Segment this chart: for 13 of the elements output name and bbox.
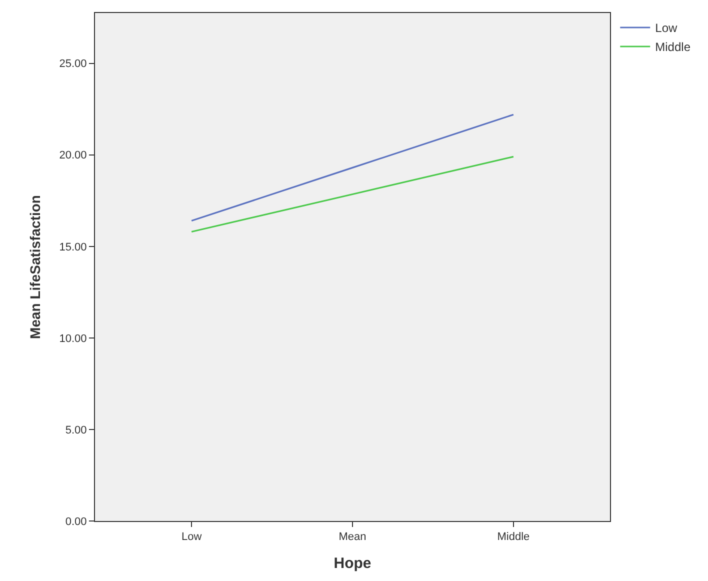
y-tick-label: 20.00: [59, 150, 87, 162]
y-tick-label: 25.00: [59, 58, 87, 70]
x-tick-label: Mean: [338, 531, 366, 544]
x-tick-label: Low: [181, 531, 202, 544]
legend-label: Low: [655, 21, 678, 36]
x-tick-label: Middle: [497, 531, 530, 544]
y-tick-label: 10.00: [59, 332, 87, 345]
y-tick-label: 5.00: [65, 424, 87, 436]
y-axis-title: Mean LifeSatisfaction: [26, 195, 43, 339]
x-axis-title: Hope: [334, 555, 372, 572]
y-tick-label: 0.00: [65, 516, 87, 528]
legend-label: Middle: [655, 40, 691, 54]
y-tick-label: 15.00: [59, 241, 87, 254]
